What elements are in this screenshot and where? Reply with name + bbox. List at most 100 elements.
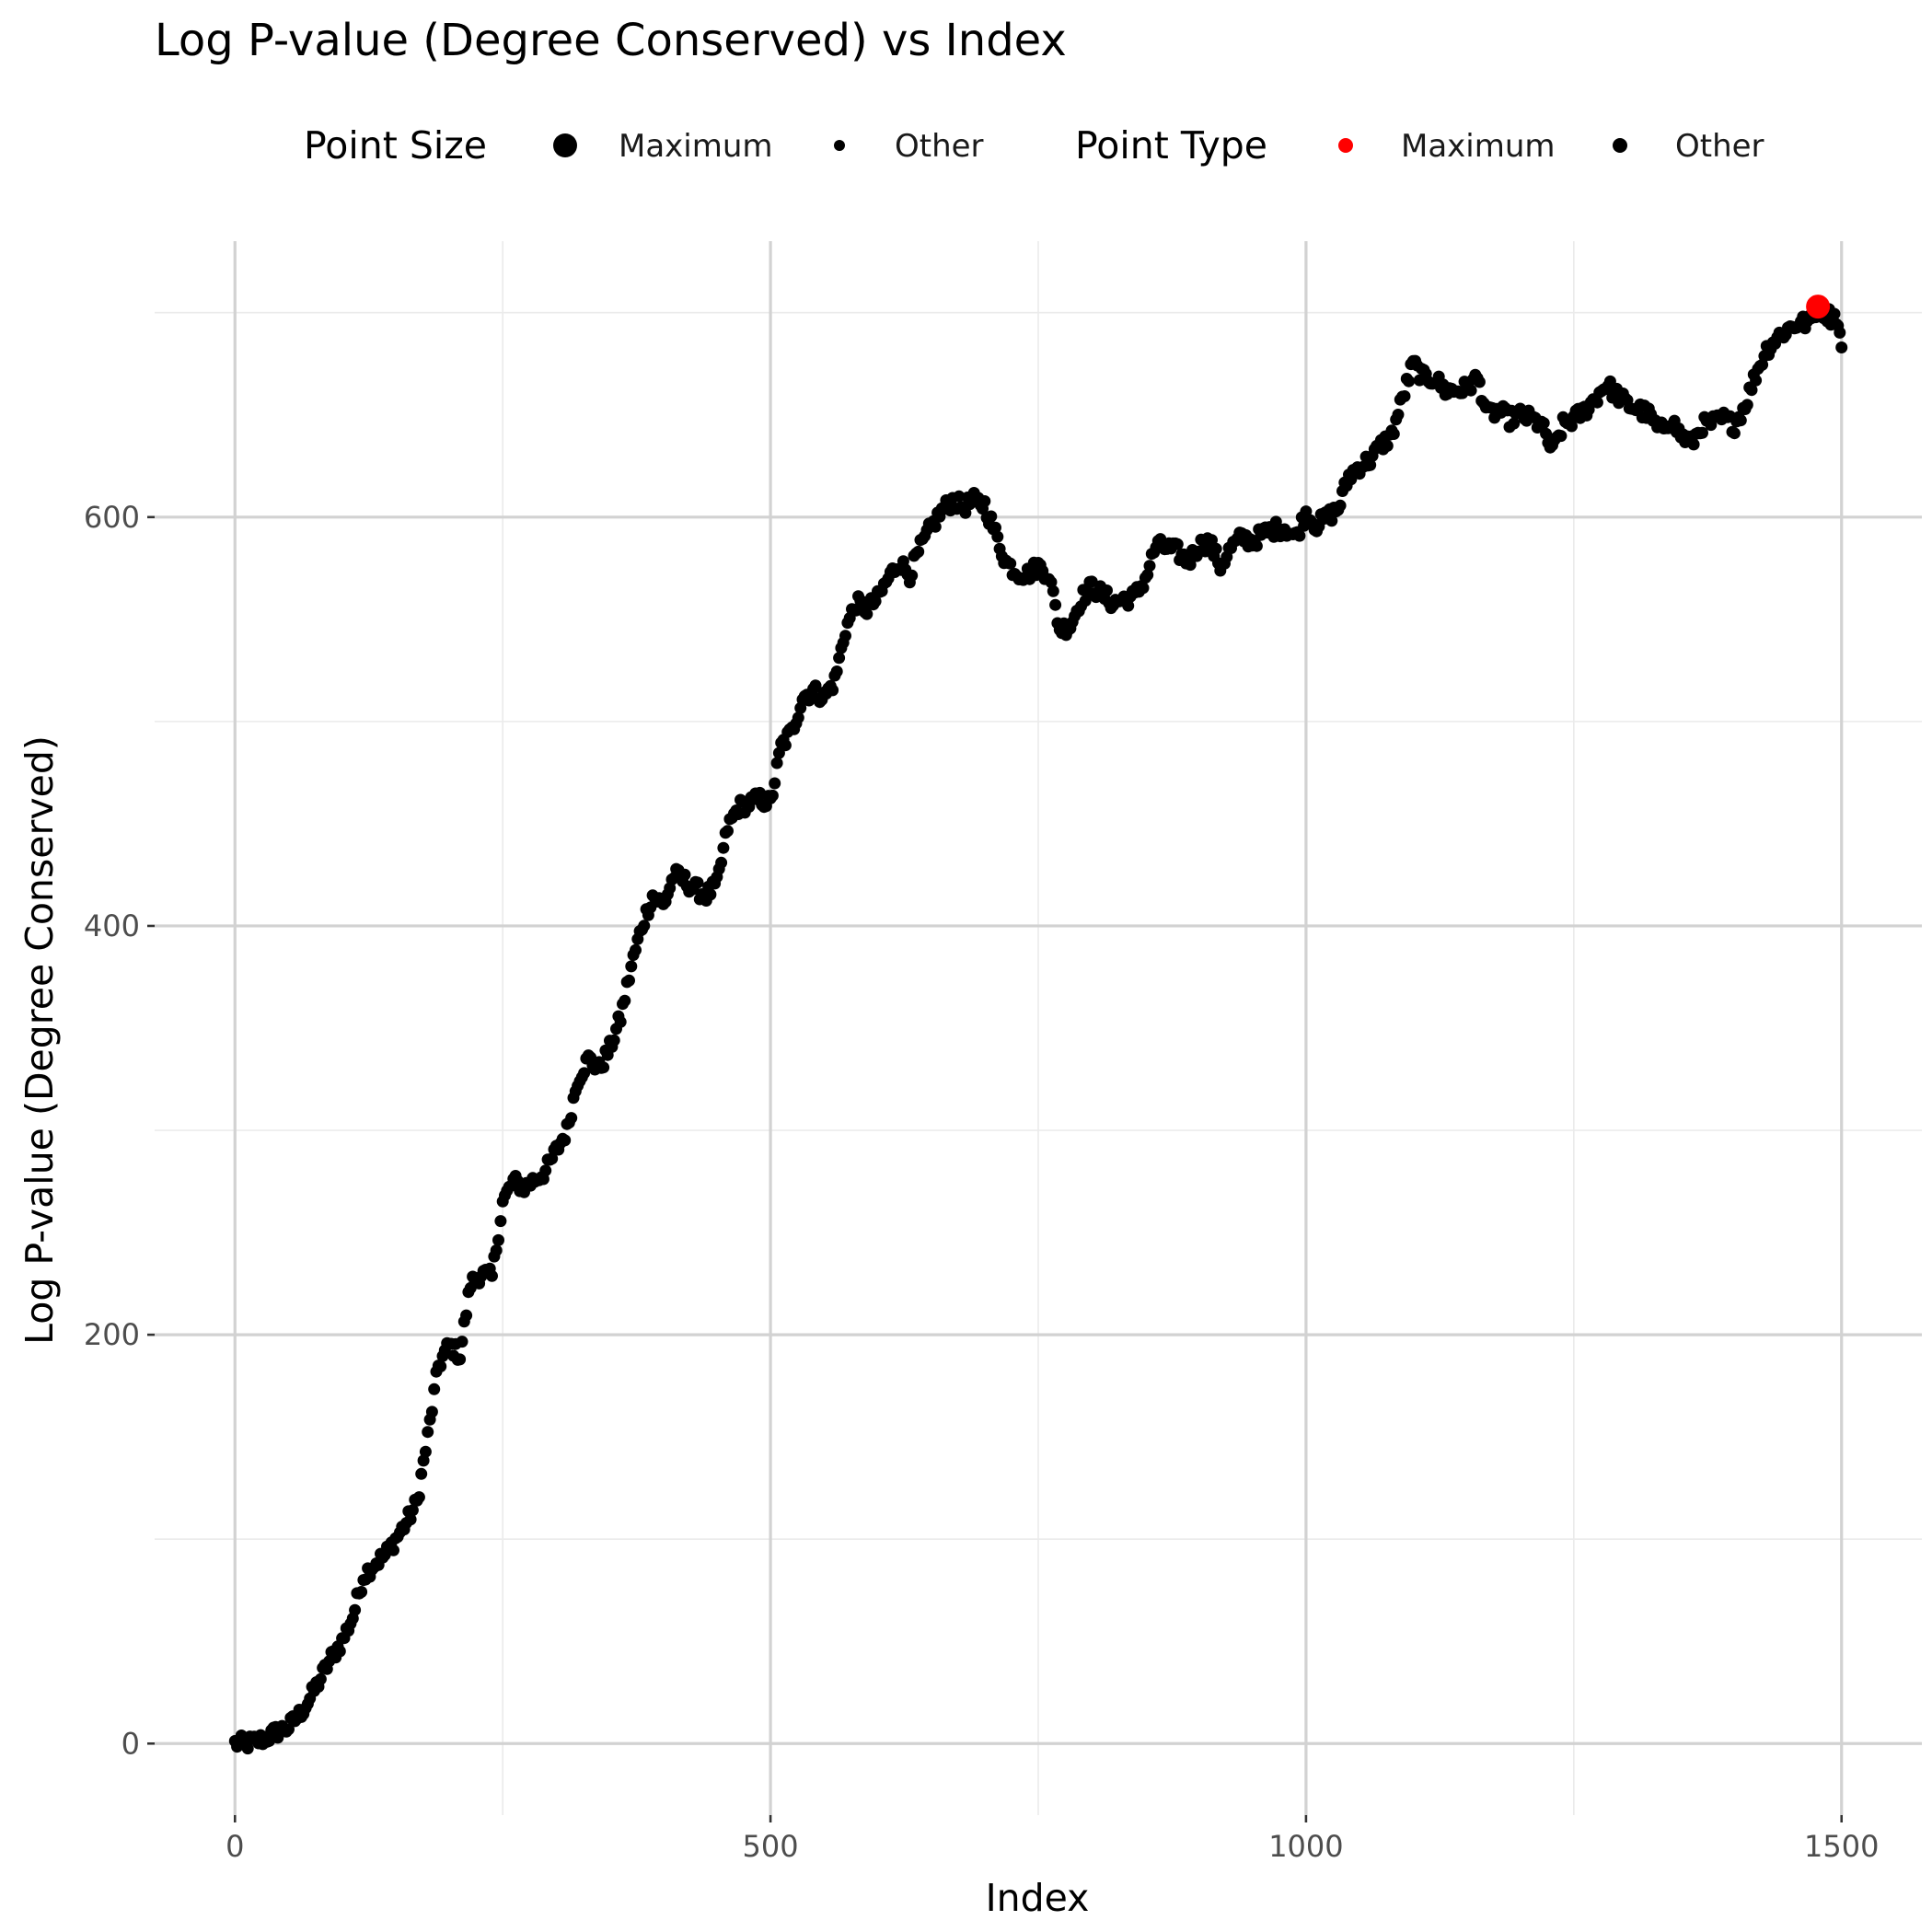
legend-key-size-other xyxy=(834,140,845,151)
data-point xyxy=(912,545,925,558)
data-point xyxy=(1137,582,1150,595)
data-point xyxy=(1364,458,1377,471)
legend-label-type-maximum: Maximum xyxy=(1401,128,1556,165)
legend-label-size-maximum: Maximum xyxy=(619,128,773,165)
legend-point-size: Point Size Maximum Other xyxy=(304,123,984,168)
x-tick-label: 1500 xyxy=(1804,1829,1879,1864)
data-point xyxy=(314,1672,327,1685)
data-point xyxy=(412,1491,425,1504)
data-point xyxy=(1171,538,1184,550)
y-tick-label: 200 xyxy=(84,1317,140,1352)
data-point xyxy=(565,1112,578,1125)
data-point xyxy=(492,1233,504,1246)
data-point xyxy=(539,1164,552,1177)
data-point xyxy=(717,841,730,854)
data-point xyxy=(1750,374,1763,387)
maximum-point xyxy=(1806,295,1831,319)
data-point xyxy=(1403,375,1416,388)
legend-title-point-size: Point Size xyxy=(304,123,487,168)
data-point xyxy=(1334,499,1347,512)
data-point xyxy=(678,868,691,881)
data-point xyxy=(1734,414,1747,427)
data-point xyxy=(434,1360,447,1372)
data-point xyxy=(792,711,804,724)
data-point xyxy=(1537,417,1550,430)
data-point xyxy=(715,856,728,869)
data-point xyxy=(1398,390,1411,402)
data-point xyxy=(422,1426,434,1439)
data-point xyxy=(1508,417,1521,430)
data-point xyxy=(486,1269,498,1282)
y-tick-label: 400 xyxy=(84,908,140,943)
data-point xyxy=(625,960,638,973)
x-tick-label: 500 xyxy=(743,1829,799,1864)
data-point xyxy=(1293,529,1306,542)
data-point xyxy=(1540,427,1553,440)
data-point xyxy=(1101,584,1113,596)
chart-title: Log P-value (Degree Conserved) vs Index xyxy=(155,15,1067,66)
data-point xyxy=(417,1454,430,1467)
data-point xyxy=(1696,426,1708,439)
legend-title-point-type: Point Type xyxy=(1075,123,1267,168)
data-point xyxy=(991,530,1004,543)
data-point xyxy=(861,607,873,620)
data-point xyxy=(766,789,779,802)
legend-point-type: Point Type Maximum Other xyxy=(1075,123,1764,168)
y-axis-title: Log P-value (Degree Conserved) xyxy=(17,735,62,1345)
data-point xyxy=(779,739,792,752)
data-point xyxy=(978,495,991,507)
data-point xyxy=(388,1544,399,1556)
x-tick-label: 1000 xyxy=(1268,1829,1343,1864)
data-point xyxy=(1049,598,1062,611)
data-point xyxy=(607,1034,620,1047)
data-point xyxy=(1834,326,1846,339)
data-point xyxy=(638,920,651,932)
data-point xyxy=(1566,420,1578,433)
data-point xyxy=(1345,473,1358,486)
data-point xyxy=(929,520,942,533)
data-point xyxy=(1184,559,1197,572)
data-point xyxy=(769,777,781,790)
data-point xyxy=(1687,438,1700,451)
data-point xyxy=(1269,515,1282,528)
legend-label-size-other: Other xyxy=(895,128,984,165)
data-point xyxy=(494,1215,507,1228)
data-point xyxy=(839,630,851,642)
data-point xyxy=(1473,376,1486,388)
axis-ticks: 0 500 1000 1500 0 200 400 600 xyxy=(84,500,1880,1864)
data-point xyxy=(691,876,704,889)
data-point xyxy=(1300,505,1313,518)
data-point xyxy=(419,1445,432,1458)
data-point xyxy=(283,1723,295,1736)
data-point xyxy=(425,1406,438,1418)
x-axis-title: Index xyxy=(986,1876,1090,1920)
data-point xyxy=(355,1586,368,1598)
data-point xyxy=(404,1513,417,1526)
data-point xyxy=(1555,430,1568,443)
data-point xyxy=(985,510,998,523)
data-point xyxy=(415,1467,428,1480)
data-point xyxy=(770,757,783,769)
y-tick-label: 0 xyxy=(121,1726,140,1761)
grid-lines xyxy=(155,241,1922,1815)
data-point xyxy=(1206,534,1218,547)
data-point xyxy=(1835,341,1848,353)
data-point xyxy=(1325,515,1338,527)
y-tick-label: 600 xyxy=(84,500,140,535)
legend-label-type-other: Other xyxy=(1675,128,1764,165)
data-point xyxy=(1004,557,1017,570)
data-point xyxy=(241,1742,254,1755)
data-point xyxy=(906,569,919,582)
data-point xyxy=(1464,384,1477,397)
data-point xyxy=(1591,396,1603,409)
data-point xyxy=(578,1067,591,1080)
data-point xyxy=(1828,307,1841,320)
legend-key-size-maximum xyxy=(553,133,577,157)
data-point xyxy=(406,1504,419,1517)
data-point xyxy=(1122,599,1135,612)
data-point xyxy=(869,595,882,607)
data-point xyxy=(428,1382,441,1395)
data-point xyxy=(1141,569,1154,582)
data-point xyxy=(722,825,734,838)
data-point xyxy=(1079,595,1092,607)
